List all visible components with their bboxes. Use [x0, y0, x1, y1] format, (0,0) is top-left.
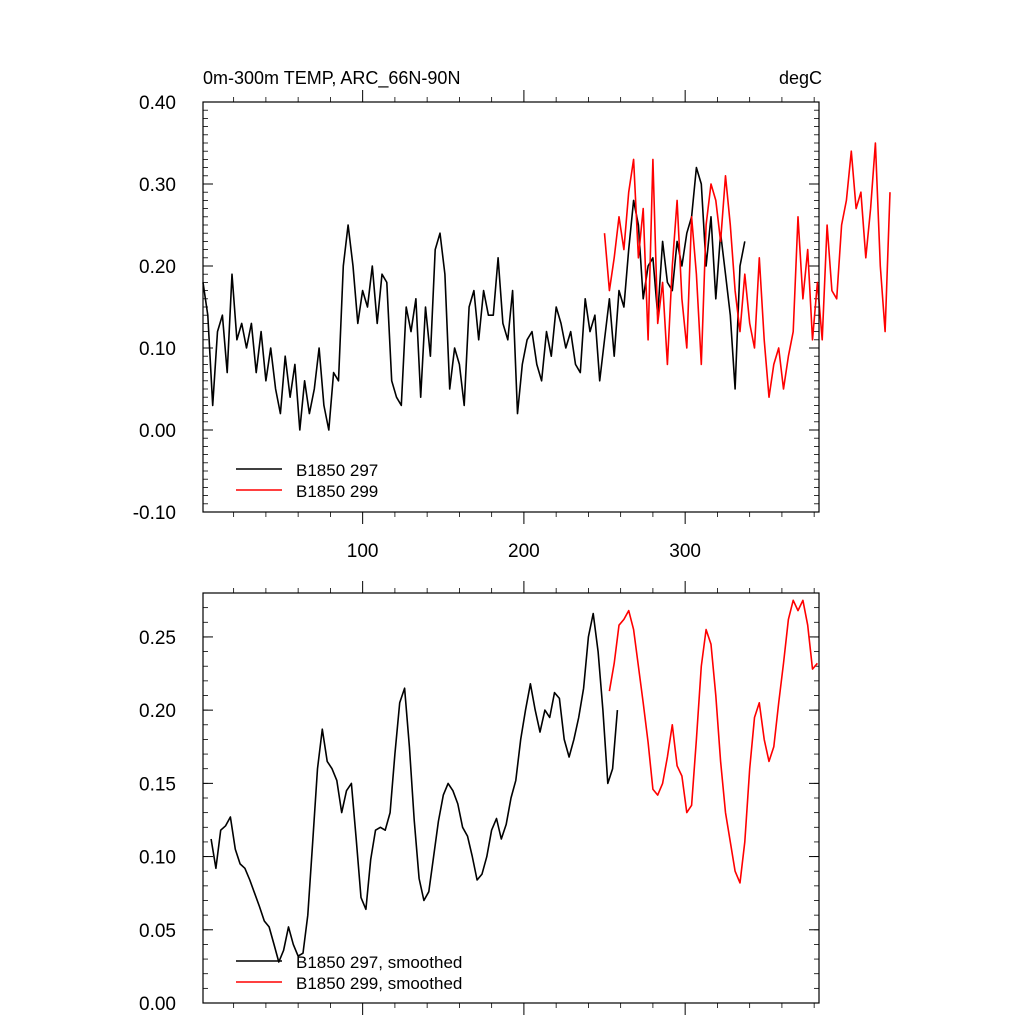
y-tick-label: 0.30 [139, 175, 176, 196]
x-tick-label: 300 [669, 541, 701, 562]
legend-label-b1850-299-smoothed: B1850 299, smoothed [296, 974, 462, 993]
legend-label-b1850-297: B1850 297 [296, 461, 378, 480]
x-tick-label: 100 [347, 541, 379, 562]
legend-label-b1850-299: B1850 299 [296, 482, 378, 501]
series-line-b1850-297-smoothed [210, 612, 619, 963]
y-tick-label: 0.40 [139, 93, 176, 114]
series-line-b1850-299-smoothed [608, 599, 819, 884]
y-tick-label: 0.10 [139, 848, 176, 869]
y-tick-label: 0.25 [139, 628, 176, 649]
y-tick-label: 0.20 [139, 701, 176, 722]
x-tick-label: 200 [508, 541, 540, 562]
units-label: degC [779, 68, 822, 88]
bottom-legend: B1850 297, smoothed B1850 299, smoothed [236, 953, 462, 993]
y-tick-label: 0.05 [139, 921, 176, 942]
bottom-plot-frame [202, 592, 820, 1004]
bottom-series-group [210, 599, 819, 963]
y-tick-label: 0.10 [139, 339, 176, 360]
top-series-group [202, 142, 891, 431]
bottom-ticks: 0.00 0.05 0.10 0.15 0.20 0.25 [139, 581, 819, 1015]
chart-title: 0m-300m TEMP, ARC_66N-90N [203, 68, 460, 89]
y-tick-label: -0.10 [133, 503, 176, 524]
top-legend: B1850 297 B1850 299 [236, 461, 378, 501]
y-tick-label: 0.15 [139, 774, 176, 795]
top-panel: 0m-300m TEMP, ARC_66N-90N degC -0.10 0.00… [133, 68, 891, 562]
y-tick-label: 0.00 [139, 994, 176, 1015]
bottom-panel: 0.00 0.05 0.10 0.15 0.20 0.25 B1850 297, smoo… [139, 581, 820, 1015]
top-ticks: -0.10 0.00 0.10 0.20 0.30 0.40 100 200 300 [133, 90, 819, 562]
series-line-b1850-297 [202, 166, 746, 431]
series-line-b1850-299 [603, 142, 891, 399]
y-tick-label: 0.20 [139, 257, 176, 278]
top-plot-frame [202, 101, 820, 513]
legend-label-b1850-297-smoothed: B1850 297, smoothed [296, 953, 462, 972]
y-tick-label: 0.00 [139, 421, 176, 442]
